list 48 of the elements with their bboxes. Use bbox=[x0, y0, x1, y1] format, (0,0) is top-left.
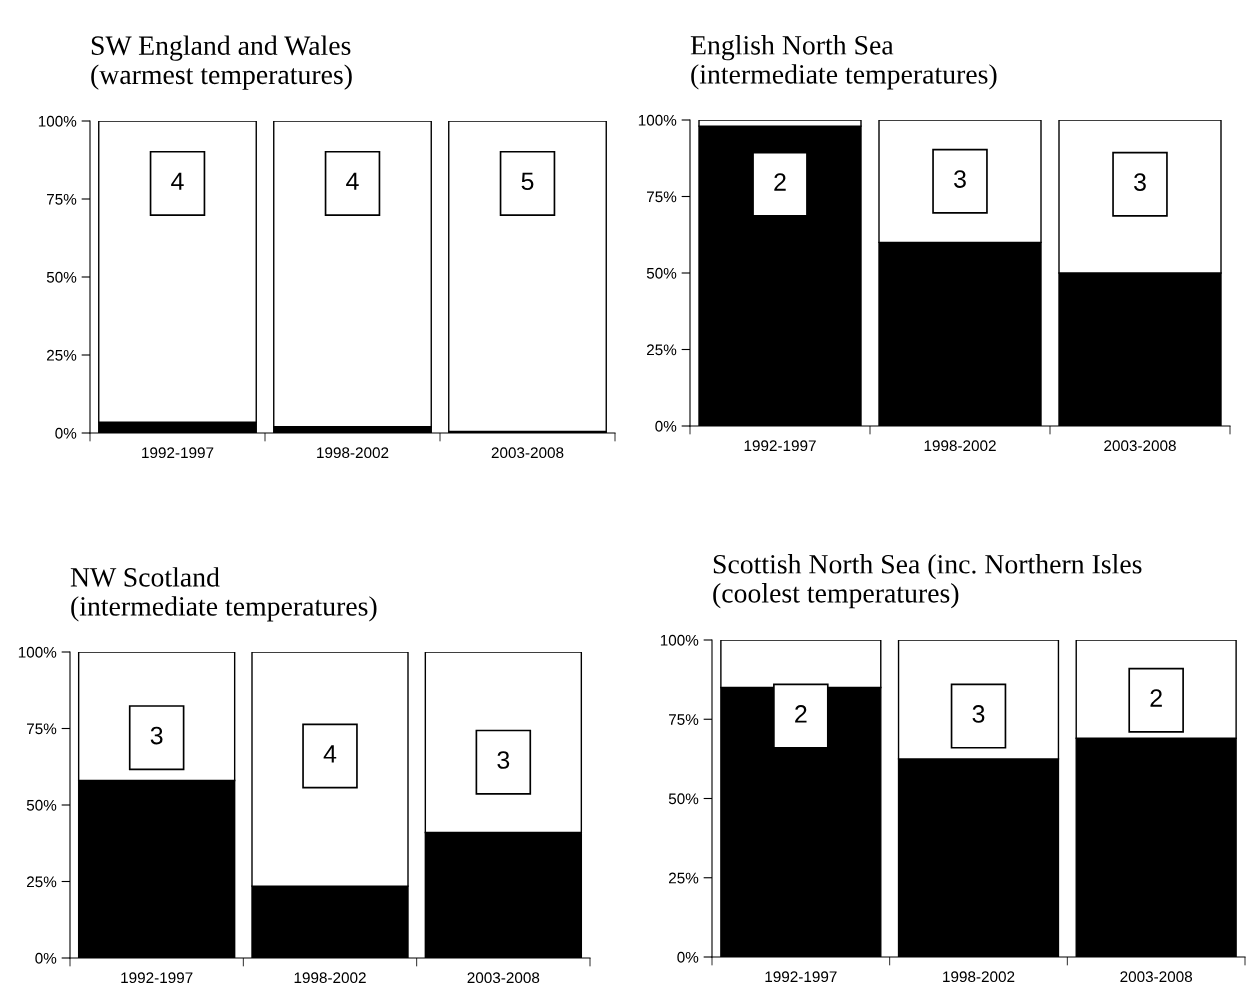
x-tick-label: 2003-2008 bbox=[467, 972, 540, 984]
annotation: 3 bbox=[150, 726, 163, 745]
y-tick-label: 75% bbox=[47, 193, 77, 205]
x-tick-label: 1998-2002 bbox=[317, 447, 389, 459]
x-tick-label: 1992-1997 bbox=[121, 972, 193, 984]
y-tick-label: 25% bbox=[647, 344, 677, 356]
x-tick-label: 2003-2008 bbox=[1104, 440, 1176, 452]
y-tick-label: 0% bbox=[655, 420, 677, 432]
y-tick-label: 75% bbox=[669, 714, 699, 725]
annotation: 3 bbox=[972, 705, 985, 723]
annotation: 3 bbox=[954, 170, 966, 188]
annotation: 4 bbox=[346, 172, 359, 190]
annotation: 3 bbox=[1134, 173, 1146, 191]
y-tick-label: 0% bbox=[35, 952, 57, 964]
x-tick-label: 2003-2008 bbox=[1120, 971, 1193, 983]
y-tick-label: 75% bbox=[27, 723, 57, 735]
x-tick-label: 1992-1997 bbox=[142, 447, 214, 459]
chart-title: Scottish North Sea (inc. Northern Isles (coolest temperatures) bbox=[713, 554, 1142, 609]
y-tick-label: 50% bbox=[646, 267, 677, 279]
x-tick-label: 1998-2002 bbox=[943, 971, 1015, 983]
y-tick-label: 0% bbox=[55, 427, 77, 439]
x-tick-label: 1998-2002 bbox=[924, 440, 996, 452]
annotation: 4 bbox=[171, 172, 184, 190]
chart-title: SW England and Wales (warmest temperatures) bbox=[91, 35, 352, 90]
x-tick-label: 1998-2002 bbox=[294, 972, 366, 984]
annotation: 4 bbox=[323, 745, 337, 763]
y-tick-label: 75% bbox=[647, 191, 677, 203]
chart-title: NW Scotland (intermediate temperatures) bbox=[70, 567, 377, 622]
annotation: 2 bbox=[795, 705, 807, 723]
x-tick-label: 1992-1997 bbox=[765, 971, 837, 983]
x-tick-label: 2003-2008 bbox=[491, 447, 564, 459]
y-tick-label: 100% bbox=[660, 634, 699, 646]
y-tick-label: 50% bbox=[46, 271, 77, 283]
y-tick-label: 100% bbox=[638, 114, 677, 126]
y-tick-label: 100% bbox=[18, 646, 57, 658]
annotation: 2 bbox=[1150, 689, 1162, 707]
y-tick-label: 50% bbox=[26, 799, 57, 811]
annotation: 5 bbox=[521, 172, 534, 191]
annotation: 3 bbox=[497, 751, 510, 769]
y-tick-label: 0% bbox=[677, 951, 699, 963]
y-tick-label: 25% bbox=[669, 872, 699, 884]
y-tick-label: 100% bbox=[38, 115, 77, 127]
annotation: 2 bbox=[774, 173, 786, 191]
y-tick-label: 25% bbox=[27, 876, 57, 888]
y-tick-label: 25% bbox=[47, 349, 77, 361]
y-tick-label: 50% bbox=[668, 793, 699, 805]
chart-title: English North Sea (intermediate temperatures) bbox=[690, 35, 997, 90]
x-tick-label: 1992-1997 bbox=[744, 440, 816, 452]
